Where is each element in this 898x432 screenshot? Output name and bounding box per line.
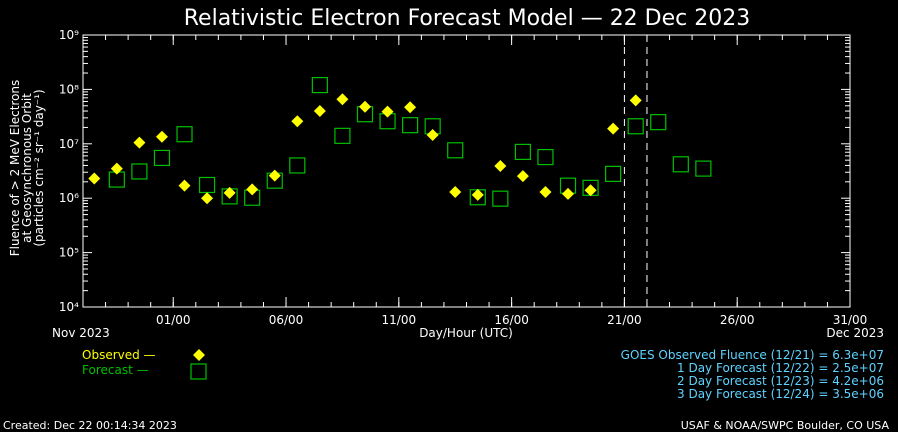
observed-point — [516, 170, 529, 183]
legend: Observed — Forecast — — [82, 348, 207, 380]
observed-point — [336, 93, 349, 106]
x-corner-left-label: Nov 2023 — [52, 326, 110, 340]
forecast-point — [627, 118, 644, 135]
summary-line: 1 Day Forecast (12/22) = 2.5e+07 — [677, 361, 884, 375]
forecast-point — [447, 142, 464, 159]
legend-forecast-marker — [190, 363, 207, 380]
observed-point — [494, 160, 507, 173]
forecast-point — [334, 127, 351, 144]
summary-line: 2 Day Forecast (12/23) = 4.2e+06 — [677, 374, 884, 388]
observed-point — [291, 115, 304, 128]
forecast-point — [537, 148, 554, 166]
forecast-point — [176, 126, 193, 143]
x-tick-label: 11/00 — [382, 313, 417, 327]
observed-point — [313, 105, 326, 118]
observed-point — [607, 122, 620, 135]
y-axis-label-line-3: (particles cm⁻² sr⁻¹ day⁻¹) — [32, 89, 46, 246]
observed-point — [584, 184, 597, 197]
observed-point — [562, 187, 575, 200]
x-tick-label: 16/00 — [494, 313, 529, 327]
observed-point — [201, 192, 214, 205]
y-axis-label: Fluence of > 2 MeV Electrons at Geosynch… — [8, 80, 46, 257]
forecast-point — [672, 156, 689, 173]
y-tick-label: 10⁷ — [59, 137, 79, 151]
created-timestamp: Created: Dec 22 00:14:34 2023 — [3, 419, 177, 432]
forecast-point — [492, 190, 509, 207]
credit-line: USAF & NOAA/SWPC Boulder, CO USA — [681, 419, 890, 432]
y-tick-label: 10⁶ — [59, 191, 79, 205]
observed-point — [404, 101, 417, 114]
legend-observed-marker — [193, 349, 205, 361]
y-tick-label: 10⁹ — [59, 28, 79, 42]
plot-frame — [82, 34, 851, 308]
forecast-summary: GOES Observed Fluence (12/21) = 6.3e+071… — [621, 348, 884, 401]
forecast-point — [198, 176, 216, 194]
summary-line: 3 Day Forecast (12/24) = 3.5e+06 — [677, 387, 884, 401]
observed-point — [133, 136, 146, 149]
y-tick-label: 10⁴ — [59, 300, 79, 314]
forecast-point — [605, 165, 622, 182]
forecast-point — [289, 157, 306, 174]
y-axis-label-line-2: at Geosynchronous Orbit — [20, 93, 34, 243]
x-axis: 01/00 06/00 11/00 16/00 21/00 26/00 31/00 — [105, 35, 868, 327]
x-axis-label: Day/Hour (UTC) — [419, 326, 513, 340]
observed-point — [539, 186, 552, 199]
forecast-point — [153, 149, 171, 167]
legend-forecast-label: Forecast — — [82, 363, 149, 377]
observed-point — [358, 100, 371, 113]
forecast-divider-lines — [623, 35, 648, 307]
x-tick-label: 21/00 — [607, 313, 642, 327]
x-corner-right-label: Dec 2023 — [826, 326, 884, 340]
y-axis: 10⁴ 10⁵ 10⁶ 10⁷ 10⁸ 10⁹ — [59, 28, 850, 314]
observed-point — [155, 130, 168, 143]
forecast-point — [650, 114, 667, 131]
observed-point — [110, 162, 123, 175]
legend-observed-label: Observed — — [82, 348, 156, 362]
y-axis-label-line-1: Fluence of > 2 MeV Electrons — [8, 80, 22, 257]
forecast-point — [514, 143, 531, 160]
x-tick-label: 01/00 — [156, 313, 191, 327]
forecast-point — [402, 117, 419, 134]
forecast-point — [695, 160, 712, 177]
x-tick-label: 31/00 — [833, 313, 868, 327]
summary-line: GOES Observed Fluence (12/21) = 6.3e+07 — [621, 348, 884, 362]
forecast-point — [131, 163, 148, 180]
forecast-point — [311, 76, 328, 94]
observed-point — [246, 183, 259, 196]
observed-point — [449, 186, 462, 199]
x-tick-label: 06/00 — [269, 313, 304, 327]
y-tick-label: 10⁸ — [59, 82, 79, 96]
observed-point — [629, 94, 642, 107]
observed-point — [223, 186, 236, 199]
observed-point — [178, 179, 191, 192]
observed-point — [88, 172, 101, 185]
observed-point — [426, 129, 439, 142]
observed-point — [268, 169, 281, 182]
y-tick-label: 10⁵ — [59, 246, 79, 260]
forecast-series — [108, 76, 712, 207]
observed-point — [381, 105, 394, 118]
x-tick-label: 26/00 — [720, 313, 755, 327]
chart-title: Relativistic Electron Forecast Model — 2… — [184, 6, 750, 31]
observed-point — [471, 188, 484, 201]
observed-series — [88, 93, 642, 205]
